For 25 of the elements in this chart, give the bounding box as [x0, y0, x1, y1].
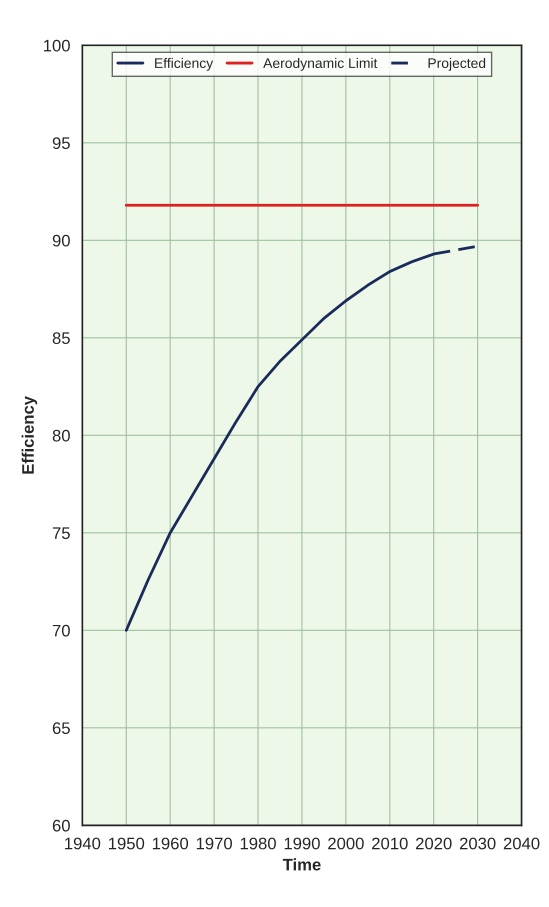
x-tick-label: 2020: [416, 838, 452, 850]
x-tick-label: 1970: [196, 838, 232, 850]
y-tick-label: 85: [52, 332, 70, 344]
x-tick-label: 2040: [504, 838, 540, 850]
y-tick-label: 80: [52, 430, 70, 442]
legend-label: Efficiency: [155, 58, 214, 71]
y-tick-label: 65: [52, 722, 70, 734]
legend-label: Aerodynamic Limit: [263, 58, 378, 71]
y-axis-title: Efficiency: [22, 396, 38, 474]
x-tick-label: 1950: [109, 838, 144, 850]
y-tick-label: 60: [52, 820, 70, 832]
x-tick-label: 2010: [372, 838, 408, 850]
y-tick-label: 95: [52, 137, 70, 150]
y-tick-label: 90: [52, 234, 70, 247]
x-tick-label: 1940: [65, 838, 100, 850]
x-tick-label: 1990: [284, 838, 320, 850]
y-tick-label: 100: [44, 40, 70, 52]
x-tick-label: 1960: [152, 838, 188, 850]
x-tick-label: 2030: [460, 838, 496, 850]
x-tick-label: 1980: [240, 838, 276, 850]
y-tick-label: 75: [52, 527, 70, 540]
legend-label: Projected: [428, 58, 486, 71]
x-axis-title: Time: [282, 858, 321, 871]
y-tick-label: 70: [52, 624, 70, 637]
x-tick-label: 2000: [328, 838, 364, 850]
